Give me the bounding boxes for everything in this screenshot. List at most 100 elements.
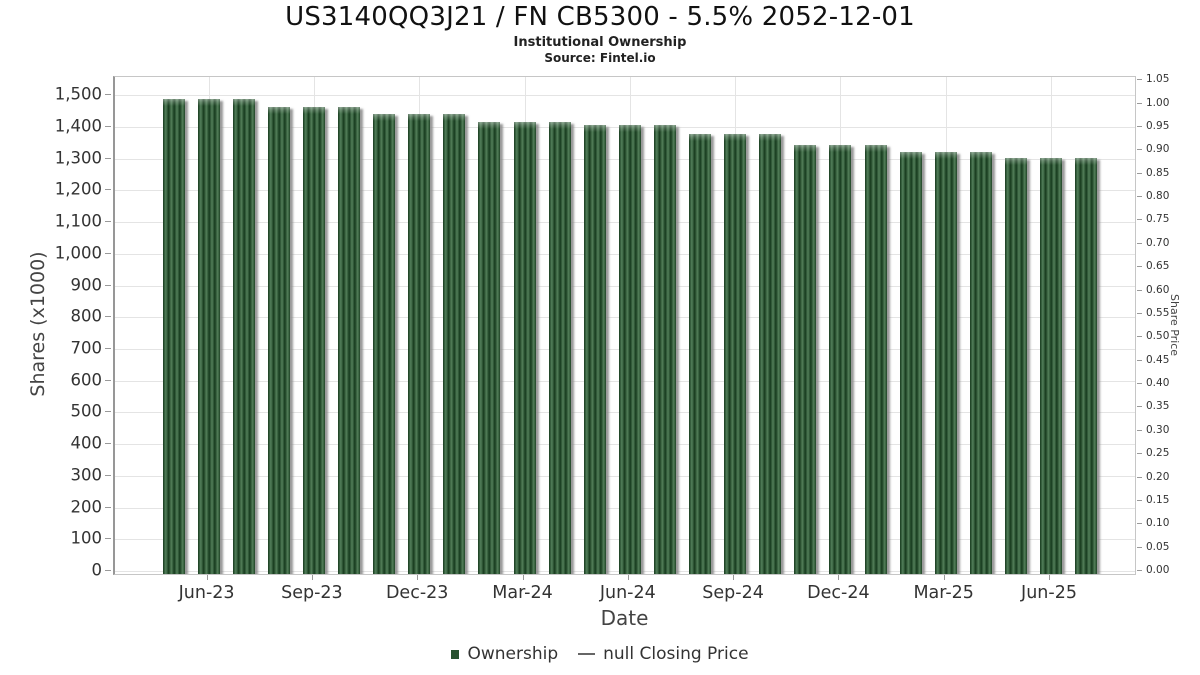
ownership-bar[interactable] xyxy=(408,113,431,574)
chart-legend: Ownership null Closing Price xyxy=(0,644,1200,664)
ownership-bar[interactable] xyxy=(1040,157,1062,574)
chart-subtitle: Institutional Ownership xyxy=(513,35,687,50)
right-axis-tick xyxy=(1137,546,1142,548)
ownership-bar[interactable] xyxy=(934,151,957,574)
left-axis-tick xyxy=(105,506,111,508)
left-axis-tick xyxy=(105,284,111,286)
right-axis-tick xyxy=(1137,242,1142,244)
ownership-bar[interactable] xyxy=(373,113,396,574)
x-axis-tick xyxy=(943,575,945,580)
ownership-bar[interactable] xyxy=(653,125,676,574)
right-axis-tick-label: 1.00 xyxy=(1146,96,1170,109)
ownership-bar[interactable] xyxy=(864,144,887,574)
right-axis-tick-label: 0.25 xyxy=(1146,447,1170,460)
left-axis-tick-label: 0 xyxy=(91,560,103,580)
right-axis-tick-label: 0.40 xyxy=(1146,377,1170,390)
left-axis-tick xyxy=(105,221,111,223)
x-axis-title: Date xyxy=(600,606,649,630)
ownership-bar[interactable] xyxy=(232,98,255,574)
gridline-h xyxy=(115,95,1135,97)
left-axis-tick-label: 1,200 xyxy=(54,179,102,199)
right-axis-tick-label: 0.45 xyxy=(1146,353,1170,366)
left-axis-tick-label: 700 xyxy=(70,338,103,358)
left-axis-tick-label: 1,000 xyxy=(54,243,102,263)
x-axis-tick xyxy=(733,575,735,580)
right-axis-tick-label: 0.50 xyxy=(1146,330,1170,343)
right-axis-tick-label: 0.75 xyxy=(1146,213,1170,226)
left-axis-tick-label: 600 xyxy=(70,370,103,390)
right-axis-tick xyxy=(1137,312,1142,314)
right-axis-tick xyxy=(1137,172,1142,174)
ownership-bar[interactable] xyxy=(443,113,466,574)
right-axis-tick xyxy=(1137,429,1142,431)
ownership-bar[interactable] xyxy=(548,121,571,574)
ownership-bar[interactable] xyxy=(794,144,817,574)
ownership-bar[interactable] xyxy=(478,121,501,574)
ownership-bar[interactable] xyxy=(302,106,325,574)
chart-source: Source: Fintel.io xyxy=(544,51,656,65)
right-axis-tick-label: 0.00 xyxy=(1146,564,1170,576)
ownership-bar[interactable] xyxy=(583,125,606,574)
left-axis-tick-label: 900 xyxy=(70,275,103,295)
x-axis-tick xyxy=(311,575,313,580)
x-axis-tick xyxy=(522,575,524,580)
left-axis-tick xyxy=(105,316,111,318)
left-axis-tick xyxy=(105,189,111,191)
left-axis-tick-label: 100 xyxy=(70,528,103,548)
x-axis-tick-label: Dec-23 xyxy=(385,583,449,603)
right-axis-tick xyxy=(1137,499,1142,501)
right-axis-tick xyxy=(1137,149,1142,151)
ownership-bar[interactable] xyxy=(969,151,992,574)
right-axis-tick xyxy=(1137,570,1142,571)
right-axis-tick xyxy=(1137,125,1142,127)
x-axis-tick-label: Jun-25 xyxy=(1021,583,1077,603)
ownership-bar[interactable] xyxy=(618,125,641,574)
ownership-bar[interactable] xyxy=(162,98,185,574)
right-axis-tick-label: 0.60 xyxy=(1146,283,1170,296)
left-axis-tick xyxy=(105,252,111,254)
right-axis-tick-label: 0.05 xyxy=(1146,540,1170,553)
right-axis-tick-label: 0.30 xyxy=(1146,423,1170,436)
left-axis-tick xyxy=(105,348,111,350)
x-axis-tick-label: Dec-24 xyxy=(807,583,870,603)
left-axis-tick xyxy=(105,538,111,540)
ownership-bar[interactable] xyxy=(1075,157,1098,574)
x-axis-tick-label: Jun-23 xyxy=(178,583,235,603)
ownership-bar[interactable] xyxy=(724,133,747,574)
right-axis-tick xyxy=(1137,196,1142,198)
right-axis-tick xyxy=(1137,359,1142,361)
right-axis-tick-label: 0.80 xyxy=(1146,190,1170,203)
left-axis-tick xyxy=(105,474,111,476)
left-axis-tick-label: 400 xyxy=(70,433,103,453)
ownership-bar[interactable] xyxy=(1004,157,1027,574)
left-axis-tick-label: 1,400 xyxy=(54,116,102,136)
left-axis-tick xyxy=(105,443,111,445)
x-axis-tick xyxy=(1049,575,1050,580)
right-axis-tick-label: 0.15 xyxy=(1146,493,1170,506)
x-axis-tick xyxy=(838,575,840,580)
legend-label-closing-price: null Closing Price xyxy=(603,644,749,664)
right-axis-tick xyxy=(1137,453,1142,455)
left-axis-tick xyxy=(105,411,111,413)
ownership-bar[interactable] xyxy=(759,133,782,574)
left-axis-tick xyxy=(105,379,111,381)
right-axis-tick-label: 0.70 xyxy=(1146,236,1170,249)
ownership-bar[interactable] xyxy=(338,106,360,574)
left-axis-tick-label: 300 xyxy=(70,465,103,485)
left-axis-tick-label: 1,500 xyxy=(54,84,102,104)
right-axis-tick xyxy=(1137,383,1142,385)
ownership-bar[interactable] xyxy=(829,144,852,574)
ownership-bar[interactable] xyxy=(899,151,922,574)
ownership-bar[interactable] xyxy=(689,133,711,574)
ownership-bar[interactable] xyxy=(197,98,220,574)
ownership-bar[interactable] xyxy=(267,106,290,574)
right-axis-tick-label: 0.10 xyxy=(1146,517,1170,530)
plot-area xyxy=(113,76,1136,575)
right-axis-tick-label: 0.55 xyxy=(1146,306,1170,319)
left-axis-tick-label: 200 xyxy=(70,497,103,517)
x-axis-tick xyxy=(417,575,419,580)
right-axis-tick-label: 0.35 xyxy=(1146,400,1170,413)
ownership-bar[interactable] xyxy=(513,121,536,574)
right-axis-tick xyxy=(1137,266,1142,268)
